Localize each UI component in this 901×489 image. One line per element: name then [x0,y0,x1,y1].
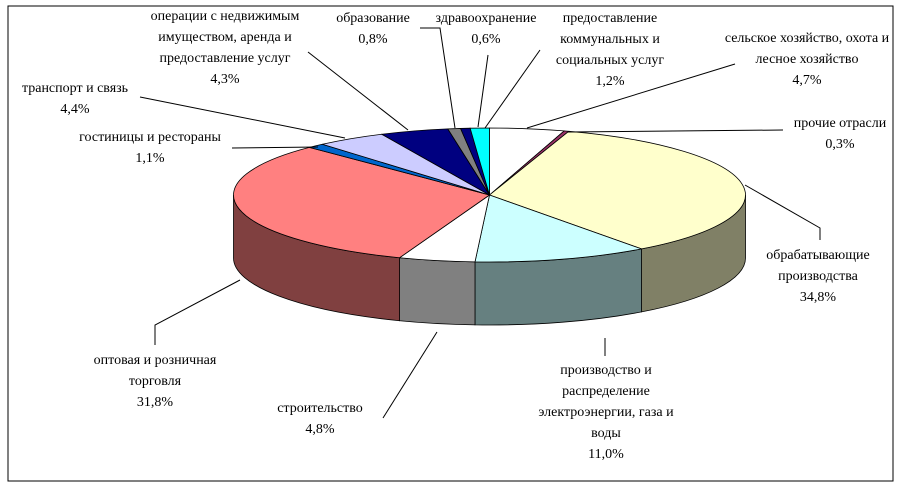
leader-line [382,331,438,419]
leader-line [231,146,319,149]
slice-label: предоставление коммунальных и социальных… [545,8,675,92]
value-label: 4,4% [60,102,90,117]
category-label: сельское хозяйство, охота и лесное хозяй… [724,31,890,67]
leader-line [154,279,241,345]
pie-slice [469,127,490,196]
slice-label: операции с недвижимым имуществом, аренда… [138,6,313,90]
leader-line [307,51,409,131]
leader-line [477,54,489,128]
value-label: 4,7% [792,73,822,88]
slice-label: прочие отрасли 0,3% [785,113,895,155]
category-label: образование [336,11,410,26]
slice-label: транспорт и связь 4,4% [0,78,155,120]
leader-line [526,63,736,129]
value-label: 1,1% [135,151,165,166]
category-label: гостиницы и рестораны [79,130,221,145]
category-label: обрабатывающие производства [766,248,870,284]
value-label: 4,3% [210,72,240,87]
leader-line [484,49,541,129]
leader-lines [139,27,821,419]
category-label: оптовая и розничная торговля [93,353,217,389]
category-label: строительство [277,401,363,416]
category-label: прочие отрасли [793,116,887,131]
pie-slice [233,146,491,259]
slice-label: гостиницы и рестораны 1,1% [50,127,250,169]
category-label: здравоохранение [435,11,537,26]
leader-line [744,184,821,240]
slice-label: здравоохранение 0,6% [426,8,546,50]
frame [7,5,894,482]
value-label: 0,8% [358,32,388,47]
value-label: 0,3% [825,137,855,152]
slice-label: обрабатывающие производства 34,8% [753,245,883,308]
slice-label: строительство 4,8% [255,398,385,440]
value-label: 4,8% [305,422,335,437]
leader-line [420,27,456,129]
pie-slice [488,130,746,250]
slice-label: сельское хозяйство, охота и лесное хозяй… [720,28,895,91]
slice-label: образование 0,8% [323,8,423,50]
leader-line [139,96,346,139]
value-label: 34,8% [799,290,837,305]
leader-line [567,129,784,133]
category-label: транспорт и связь [21,81,129,96]
pie-slice [474,194,644,263]
slice-label: производство и распределение электроэнер… [529,360,684,465]
value-label: 1,2% [595,74,625,89]
value-label: 0,6% [471,32,501,47]
category-label: производство и распределение электроэнер… [538,363,674,441]
category-label: предоставление коммунальных и социальных… [555,11,665,68]
pie-slice-side [399,257,476,326]
value-label: 31,8% [136,395,174,410]
slice-label: оптовая и розничная торговля 31,8% [80,350,230,413]
value-label: 11,0% [588,447,624,462]
category-label: операции с недвижимым имуществом, аренда… [150,9,300,66]
